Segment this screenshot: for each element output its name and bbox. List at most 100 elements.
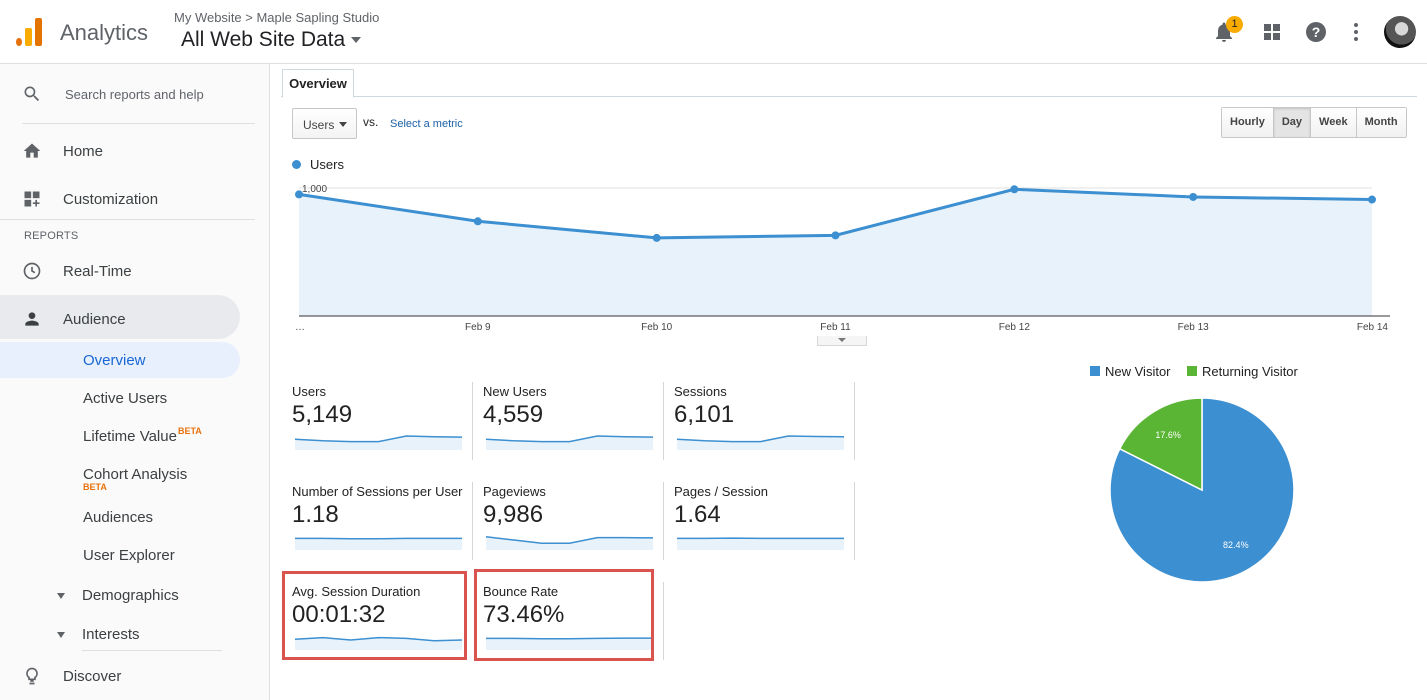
- sparkline-line: [676, 435, 845, 443]
- data-point[interactable]: [831, 231, 840, 240]
- metric-name: Sessions: [674, 384, 727, 399]
- sparkline-line: [294, 435, 463, 443]
- main-content: Overview Users vs. Select a metric Hourl…: [271, 64, 1427, 700]
- nav-discover[interactable]: Discover: [0, 656, 270, 696]
- pie-legend-label: Returning Visitor: [1202, 364, 1298, 379]
- divider: [663, 382, 664, 460]
- sidebar: Search reports and help Home Customizati…: [0, 64, 270, 700]
- help-icon[interactable]: ?: [1304, 20, 1328, 44]
- metric-value: 73.46%: [483, 601, 565, 628]
- granularity-buttons: Hourly Day Week Month: [1221, 107, 1407, 138]
- hourly-button[interactable]: Hourly: [1222, 108, 1274, 137]
- metric-value: 6,101: [674, 401, 735, 428]
- sparkline: [486, 637, 653, 650]
- more-vert-icon[interactable]: [1344, 20, 1368, 44]
- sidebar-item-audiences[interactable]: Audiences: [83, 509, 154, 526]
- expand-triangle-icon[interactable]: [57, 593, 65, 599]
- sparkline-fill: [677, 436, 844, 450]
- month-button[interactable]: Month: [1356, 108, 1406, 137]
- divider: [472, 482, 473, 560]
- metric-dropdown-value: Users: [303, 118, 335, 132]
- pie-slice[interactable]: [1118, 397, 1203, 492]
- metric-tile[interactable]: New Users 4,559: [483, 384, 663, 460]
- divider: [854, 382, 855, 460]
- caret-down-icon: [838, 338, 846, 342]
- metric-tile[interactable]: Bounce Rate 73.46%: [483, 584, 663, 660]
- sidebar-item-overview[interactable]: Overview: [83, 352, 146, 369]
- day-button[interactable]: Day: [1273, 108, 1312, 137]
- x-tick-label: Feb 12: [999, 322, 1031, 333]
- sparkline: [677, 537, 844, 550]
- x-tick-label: Feb 14: [1357, 322, 1389, 333]
- divider: [854, 482, 855, 560]
- metric-name: Pages / Session: [674, 484, 768, 499]
- tab-overview[interactable]: Overview: [282, 69, 354, 98]
- data-point[interactable]: [652, 233, 661, 242]
- sidebar-item-label: Cohort Analysis: [83, 466, 188, 483]
- nav-realtime[interactable]: Real-Time: [0, 251, 270, 291]
- legend-swatch-icon: [1090, 366, 1100, 376]
- nav-customization[interactable]: Customization: [0, 179, 270, 219]
- x-tick-label: …: [295, 322, 305, 333]
- nav-home[interactable]: Home: [0, 131, 270, 171]
- vs-label: vs.: [363, 115, 379, 129]
- sidebar-item-cohort-analysis[interactable]: Cohort Analysis BETA: [83, 466, 188, 492]
- select-metric-link[interactable]: Select a metric: [390, 118, 463, 130]
- top-app-bar: Analytics My Website > Maple Sapling Stu…: [0, 0, 1427, 64]
- metric-tile[interactable]: Number of Sessions per User 1.18: [292, 484, 472, 560]
- beta-badge: BETA: [177, 426, 202, 436]
- view-name: All Web Site Data: [181, 28, 346, 51]
- metric-value: 1.64: [674, 501, 721, 528]
- data-point[interactable]: [295, 190, 303, 199]
- metric-tile[interactable]: Pages / Session 1.64: [674, 484, 854, 560]
- legend-label: Users: [310, 157, 344, 172]
- sparkline-fill: [295, 637, 462, 650]
- sparkline-line: [485, 536, 654, 544]
- x-tick-label: Feb 13: [1178, 322, 1210, 333]
- lightbulb-icon: [26, 667, 38, 685]
- metric-value: 00:01:32: [292, 601, 386, 628]
- chart-collapse-handle[interactable]: [817, 336, 867, 346]
- sparkline-fill: [295, 538, 462, 550]
- visitor-pie-chart: 82.4% 17.6%: [1109, 397, 1295, 583]
- account-breadcrumb[interactable]: My Website > Maple Sapling Studio: [174, 10, 380, 25]
- data-point[interactable]: [1189, 192, 1198, 201]
- data-point[interactable]: [1010, 185, 1019, 194]
- search-box[interactable]: Search reports and help: [0, 64, 270, 124]
- metric-name: New Users: [483, 384, 547, 399]
- metric-tile[interactable]: Pageviews 9,986: [483, 484, 663, 560]
- metric-value: 4,559: [483, 401, 544, 428]
- metric-value: 5,149: [292, 401, 353, 428]
- overview-highlight: [0, 342, 240, 378]
- view-selector[interactable]: All Web Site Data: [181, 28, 362, 52]
- data-point[interactable]: [1368, 195, 1376, 204]
- notification-badge: 1: [1226, 16, 1243, 33]
- sparkline-fill: [677, 538, 844, 550]
- data-point[interactable]: [473, 217, 482, 226]
- divider: [0, 219, 255, 220]
- sidebar-item-interests[interactable]: Interests: [82, 626, 140, 643]
- sidebar-item-lifetime-value[interactable]: Lifetime ValueBETA: [83, 426, 202, 445]
- sidebar-item-active-users[interactable]: Active Users: [83, 390, 168, 407]
- metric-tile[interactable]: Avg. Session Duration 00:01:32: [292, 584, 472, 660]
- metric-tile[interactable]: Sessions 6,101: [674, 384, 854, 460]
- apps-grid-icon[interactable]: [1260, 20, 1284, 44]
- nav-audience[interactable]: Audience: [0, 299, 270, 339]
- nav-home-label: Home: [63, 143, 104, 160]
- sparkline-line: [486, 637, 653, 640]
- sidebar-item-demographics[interactable]: Demographics: [82, 587, 179, 604]
- audience-highlight: [0, 295, 240, 339]
- metric-dropdown[interactable]: Users: [292, 108, 357, 139]
- x-tick-label: Feb 10: [641, 322, 673, 333]
- metric-tile[interactable]: Users 5,149: [292, 384, 472, 460]
- divider: [22, 123, 255, 124]
- avatar[interactable]: [1384, 16, 1416, 48]
- clock-icon: [23, 262, 41, 280]
- search-icon: [24, 86, 40, 102]
- sidebar-item-user-explorer[interactable]: User Explorer: [83, 547, 175, 564]
- expand-triangle-icon[interactable]: [57, 632, 65, 638]
- search-input[interactable]: Search reports and help: [65, 87, 204, 102]
- week-button[interactable]: Week: [1311, 108, 1357, 137]
- sparkline: [676, 435, 845, 450]
- analytics-logo-icon[interactable]: [16, 18, 42, 46]
